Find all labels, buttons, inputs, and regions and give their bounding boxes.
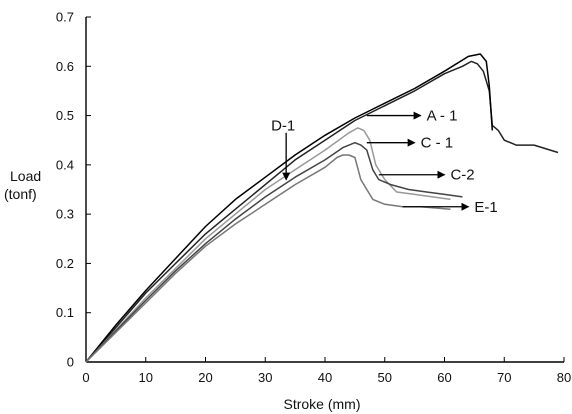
series-line-d-1 (85, 53, 494, 363)
y-tick-label: 0 (67, 355, 74, 370)
x-tick-label: 40 (318, 370, 332, 385)
x-tick-label: 50 (378, 370, 392, 385)
y-tick-label: 0.6 (56, 59, 74, 74)
y-tick-label: 0.3 (56, 207, 74, 222)
x-tick-label: 10 (139, 370, 153, 385)
x-tick-label: 30 (258, 370, 272, 385)
series-layer (85, 53, 559, 363)
annotation-label-a-1: A - 1 (427, 108, 458, 125)
x-tick-label: 70 (497, 370, 511, 385)
y-tick-label: 0.1 (56, 305, 74, 320)
x-tick-label: 20 (198, 370, 212, 385)
series-line-c-2 (85, 141, 463, 363)
annotation-layer: D-1 A - 1 C - 1 C-2E-1 (271, 108, 498, 216)
x-tick-label: 80 (557, 370, 571, 385)
annotation-label-d-1: D-1 (271, 117, 295, 134)
y-axis-title-line-1: Load (10, 168, 41, 184)
series-line-c-1 (85, 127, 451, 363)
annotation-label-c-2: C-2 (450, 167, 474, 184)
x-tick-label: 0 (82, 370, 89, 385)
y-tick-label: 0.4 (56, 157, 74, 172)
annotation-label-e-1: E-1 (474, 199, 497, 216)
axes: 0 10 20 30 40 50 60 70 80 0 0.1 0.2 0.3 0.4 0.5 0.6 0.7 (56, 10, 571, 386)
y-tick-label: 0.5 (56, 108, 74, 123)
y-tick-label: 0.2 (56, 256, 74, 271)
series-line-a-1 (85, 60, 559, 363)
annotation-label-c-1: C - 1 (421, 135, 454, 152)
axis-titles: Stroke (mm) Load (tonf) (4, 168, 361, 412)
y-tick-label: 0.7 (56, 10, 74, 25)
series-line-e-1 (85, 154, 451, 363)
y-axis-title-line-2: (tonf) (4, 186, 37, 202)
x-tick-label: 60 (437, 370, 451, 385)
x-axis-title: Stroke (mm) (284, 396, 361, 412)
